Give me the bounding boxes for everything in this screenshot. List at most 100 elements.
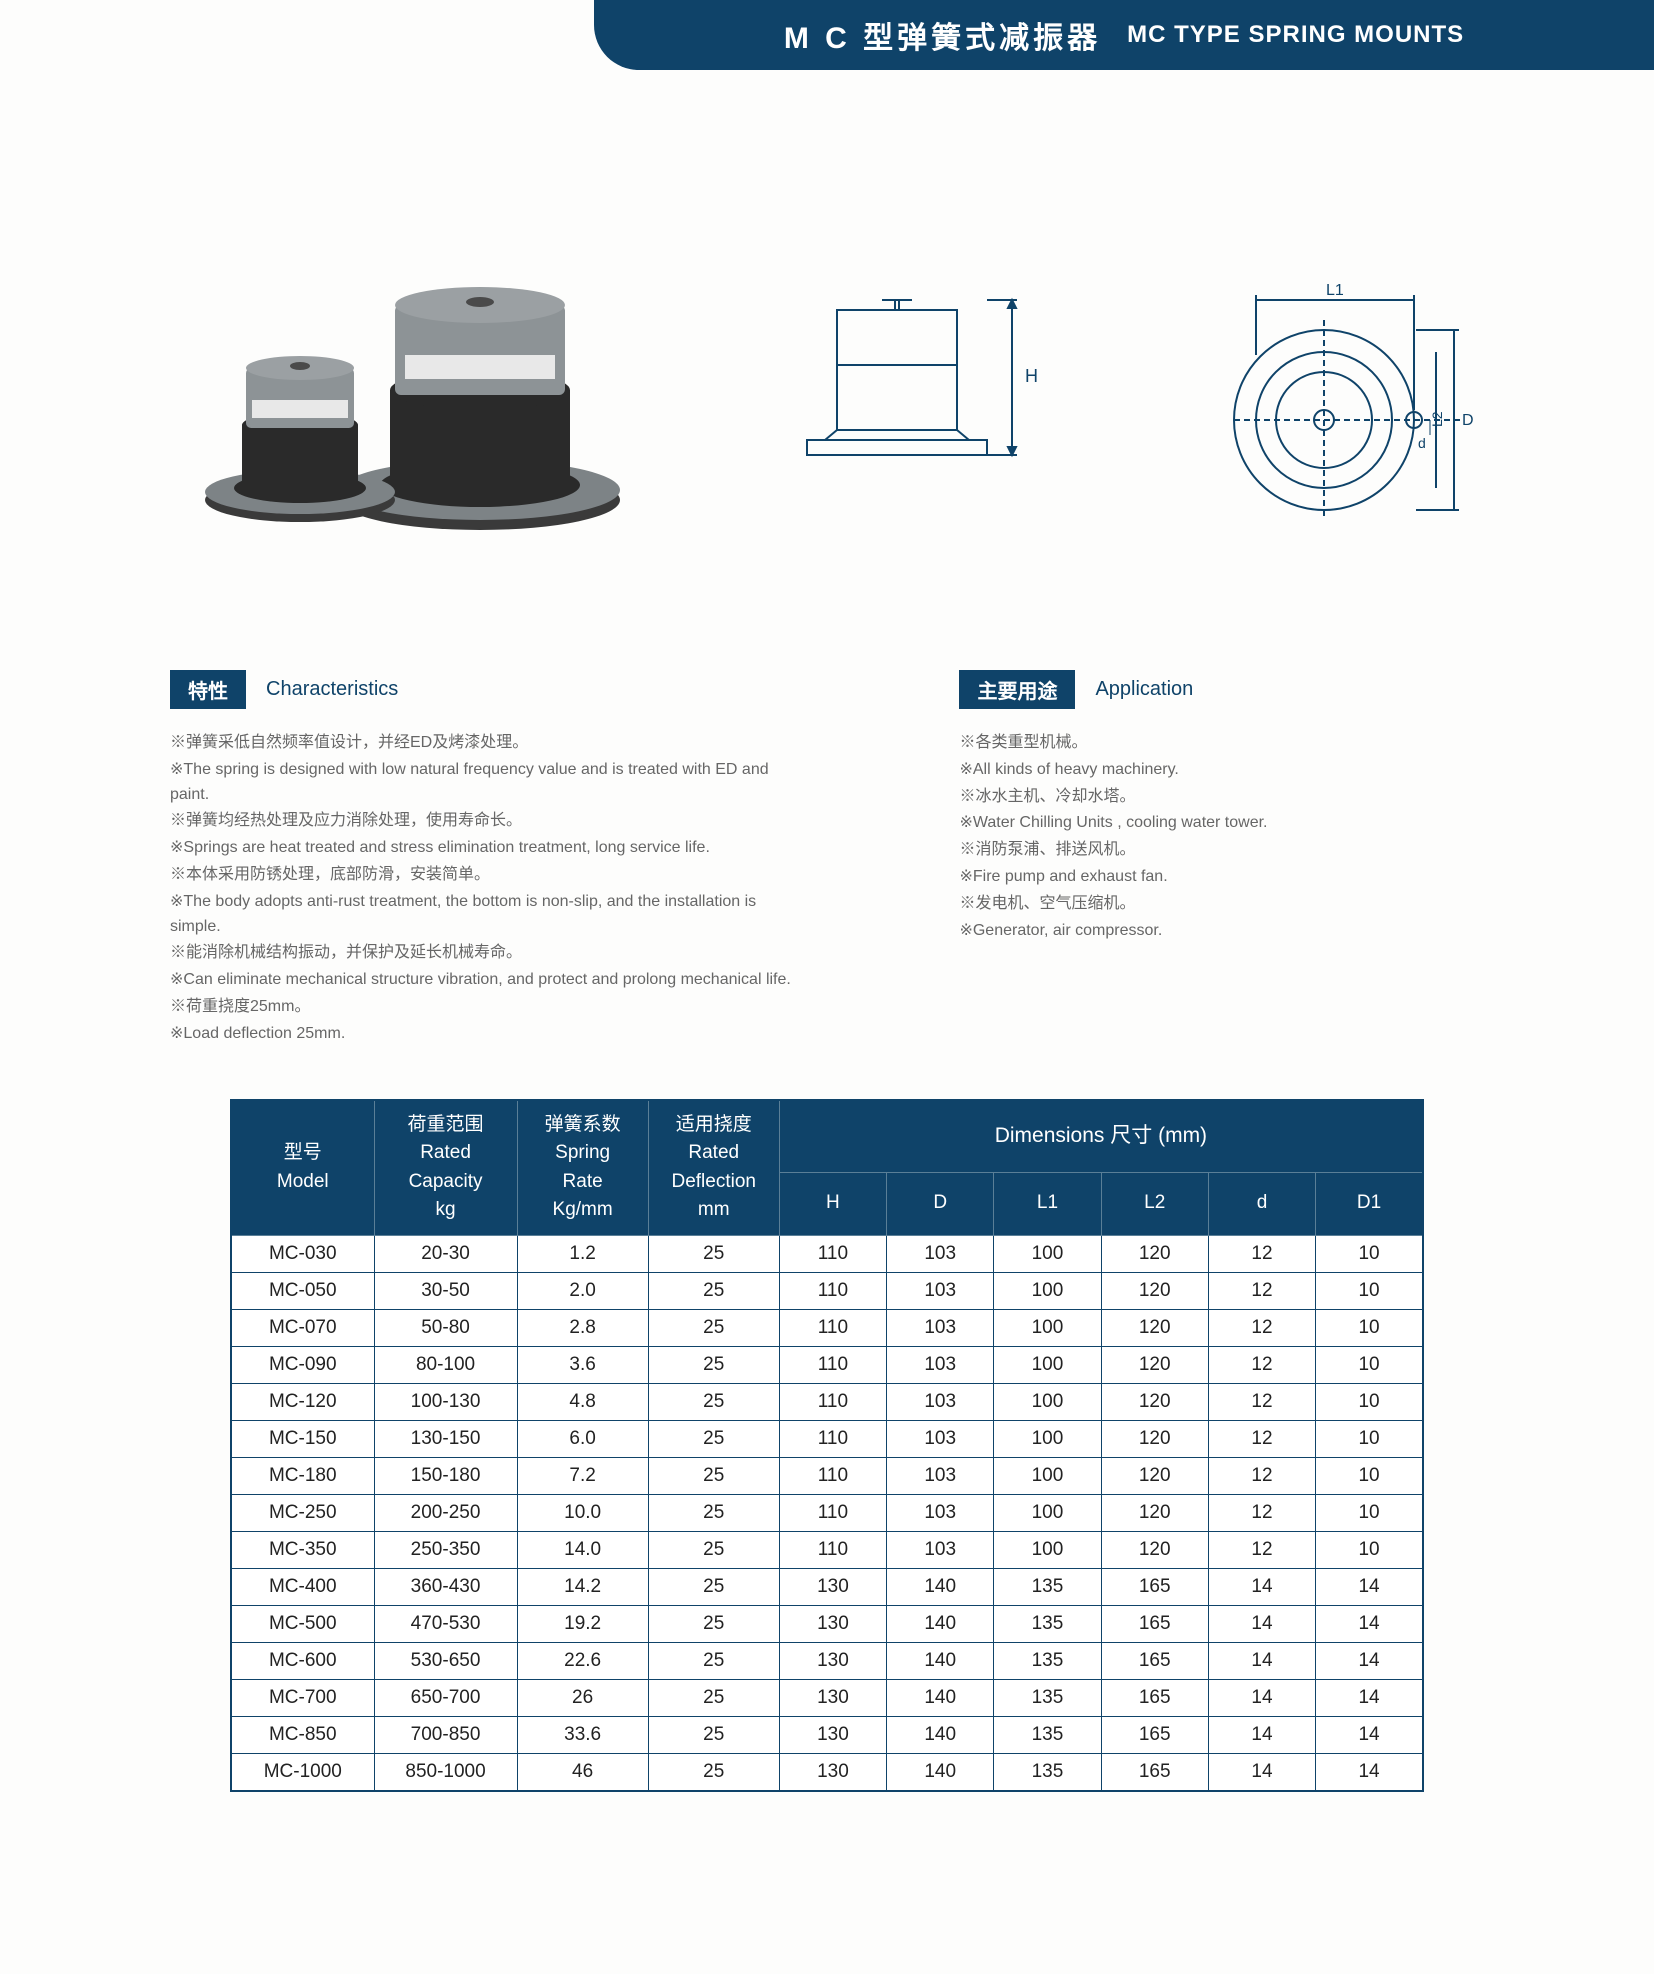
table-cell: 2.0 xyxy=(517,1272,648,1309)
table-cell: 10 xyxy=(1316,1309,1423,1346)
table-cell: 135 xyxy=(994,1642,1101,1679)
table-cell: MC-500 xyxy=(231,1605,374,1642)
table-cell: 100 xyxy=(994,1494,1101,1531)
table-cell: 7.2 xyxy=(517,1457,648,1494)
table-cell: 10 xyxy=(1316,1272,1423,1309)
table-cell: 120 xyxy=(1101,1383,1208,1420)
table-cell: 25 xyxy=(648,1494,779,1531)
th-D1: D1 xyxy=(1316,1172,1423,1235)
table-cell: 14 xyxy=(1316,1642,1423,1679)
table-cell: 14 xyxy=(1316,1679,1423,1716)
table-cell: 120 xyxy=(1101,1420,1208,1457)
table-cell: 12 xyxy=(1208,1531,1315,1568)
application-line: ※消防泵浦、排送风机。 xyxy=(959,838,1484,863)
characteristics-line: ※本体采用防锈处理，底部防滑，安装简单。 xyxy=(170,863,799,888)
header-title-bar: M C 型弹簧式减振器 MC TYPE SPRING MOUNTS xyxy=(594,0,1654,70)
table-cell: 14 xyxy=(1316,1568,1423,1605)
dim-label-D: D xyxy=(1462,412,1474,429)
table-cell: 100 xyxy=(994,1272,1101,1309)
th-L1: L1 xyxy=(994,1172,1101,1235)
table-cell: 120 xyxy=(1101,1531,1208,1568)
table-cell: MC-030 xyxy=(231,1235,374,1272)
application-line: ※发电机、空气压缩机。 xyxy=(959,892,1484,917)
table-cell: 110 xyxy=(779,1494,886,1531)
table-row: MC-120100-1304.8251101031001201210 xyxy=(231,1383,1423,1420)
table-cell: 110 xyxy=(779,1420,886,1457)
table-cell: MC-700 xyxy=(231,1679,374,1716)
characteristics-line: ※Load deflection 25mm. xyxy=(170,1022,799,1047)
table-cell: 14 xyxy=(1208,1679,1315,1716)
th-L2: L2 xyxy=(1101,1172,1208,1235)
table-row: MC-500470-53019.2251301401351651414 xyxy=(231,1605,1423,1642)
table-cell: 140 xyxy=(887,1716,994,1753)
table-cell: 12 xyxy=(1208,1383,1315,1420)
application-line: ※Generator, air compressor. xyxy=(959,919,1484,944)
characteristics-list: ※弹簧采低自然频率值设计，并经ED及烤漆处理。※The spring is de… xyxy=(170,731,799,1047)
spec-table: 型号Model 荷重范围RatedCapacitykg 弹簧系数SpringRa… xyxy=(230,1099,1424,1792)
table-cell: 25 xyxy=(648,1605,779,1642)
table-cell: 140 xyxy=(887,1568,994,1605)
characteristics-line: ※荷重挠度25mm。 xyxy=(170,995,799,1020)
table-cell: 150-180 xyxy=(374,1457,517,1494)
application-list: ※各类重型机械。※All kinds of heavy machinery.※冰… xyxy=(959,731,1484,943)
table-cell: MC-600 xyxy=(231,1642,374,1679)
table-row: MC-350250-35014.0251101031001201210 xyxy=(231,1531,1423,1568)
table-cell: 19.2 xyxy=(517,1605,648,1642)
table-cell: 14 xyxy=(1208,1605,1315,1642)
table-row: MC-03020-301.2251101031001201210 xyxy=(231,1235,1423,1272)
table-cell: 12 xyxy=(1208,1457,1315,1494)
table-cell: 530-650 xyxy=(374,1642,517,1679)
table-cell: 140 xyxy=(887,1679,994,1716)
table-cell: MC-850 xyxy=(231,1716,374,1753)
table-cell: 700-850 xyxy=(374,1716,517,1753)
table-cell: 110 xyxy=(779,1272,886,1309)
table-cell: 135 xyxy=(994,1716,1101,1753)
table-cell: 103 xyxy=(887,1383,994,1420)
table-cell: 30-50 xyxy=(374,1272,517,1309)
table-cell: MC-150 xyxy=(231,1420,374,1457)
characteristics-line: ※Springs are heat treated and stress eli… xyxy=(170,836,799,861)
table-cell: MC-350 xyxy=(231,1531,374,1568)
table-cell: 103 xyxy=(887,1457,994,1494)
th-dimensions: Dimensions 尺寸 (mm) xyxy=(779,1100,1423,1173)
table-cell: 25 xyxy=(648,1716,779,1753)
table-cell: 100 xyxy=(994,1420,1101,1457)
table-cell: 110 xyxy=(779,1457,886,1494)
table-cell: 100 xyxy=(994,1309,1101,1346)
th-deflection: 适用挠度RatedDeflectionmm xyxy=(648,1100,779,1236)
table-row: MC-250200-25010.0251101031001201210 xyxy=(231,1494,1423,1531)
table-cell: 130 xyxy=(779,1605,886,1642)
table-cell: 14.2 xyxy=(517,1568,648,1605)
table-cell: 360-430 xyxy=(374,1568,517,1605)
table-cell: 25 xyxy=(648,1531,779,1568)
table-cell: 1.2 xyxy=(517,1235,648,1272)
characteristics-badge: 特性 xyxy=(170,670,246,709)
table-cell: 165 xyxy=(1101,1642,1208,1679)
top-view-diagram: L1 D L2 d xyxy=(1204,280,1484,510)
table-cell: 25 xyxy=(648,1420,779,1457)
table-row: MC-400360-43014.2251301401351651414 xyxy=(231,1568,1423,1605)
table-cell: 2.8 xyxy=(517,1309,648,1346)
table-cell: 25 xyxy=(648,1457,779,1494)
table-cell: 103 xyxy=(887,1235,994,1272)
table-cell: 135 xyxy=(994,1679,1101,1716)
table-cell: 14 xyxy=(1316,1753,1423,1791)
table-cell: 10 xyxy=(1316,1494,1423,1531)
table-cell: 12 xyxy=(1208,1272,1315,1309)
application-heading: 主要用途 Application xyxy=(959,670,1484,709)
table-cell: 140 xyxy=(887,1642,994,1679)
table-cell: 100 xyxy=(994,1383,1101,1420)
table-row: MC-05030-502.0251101031001201210 xyxy=(231,1272,1423,1309)
table-cell: 10 xyxy=(1316,1531,1423,1568)
table-cell: 25 xyxy=(648,1753,779,1791)
table-cell: 120 xyxy=(1101,1309,1208,1346)
table-cell: 103 xyxy=(887,1272,994,1309)
table-cell: 120 xyxy=(1101,1346,1208,1383)
table-cell: 120 xyxy=(1101,1494,1208,1531)
table-cell: 12 xyxy=(1208,1346,1315,1383)
table-cell: 25 xyxy=(648,1383,779,1420)
table-cell: 46 xyxy=(517,1753,648,1791)
table-cell: 20-30 xyxy=(374,1235,517,1272)
characteristics-line: ※能消除机械结构振动，并保护及延长机械寿命。 xyxy=(170,941,799,966)
table-cell: 14 xyxy=(1208,1568,1315,1605)
